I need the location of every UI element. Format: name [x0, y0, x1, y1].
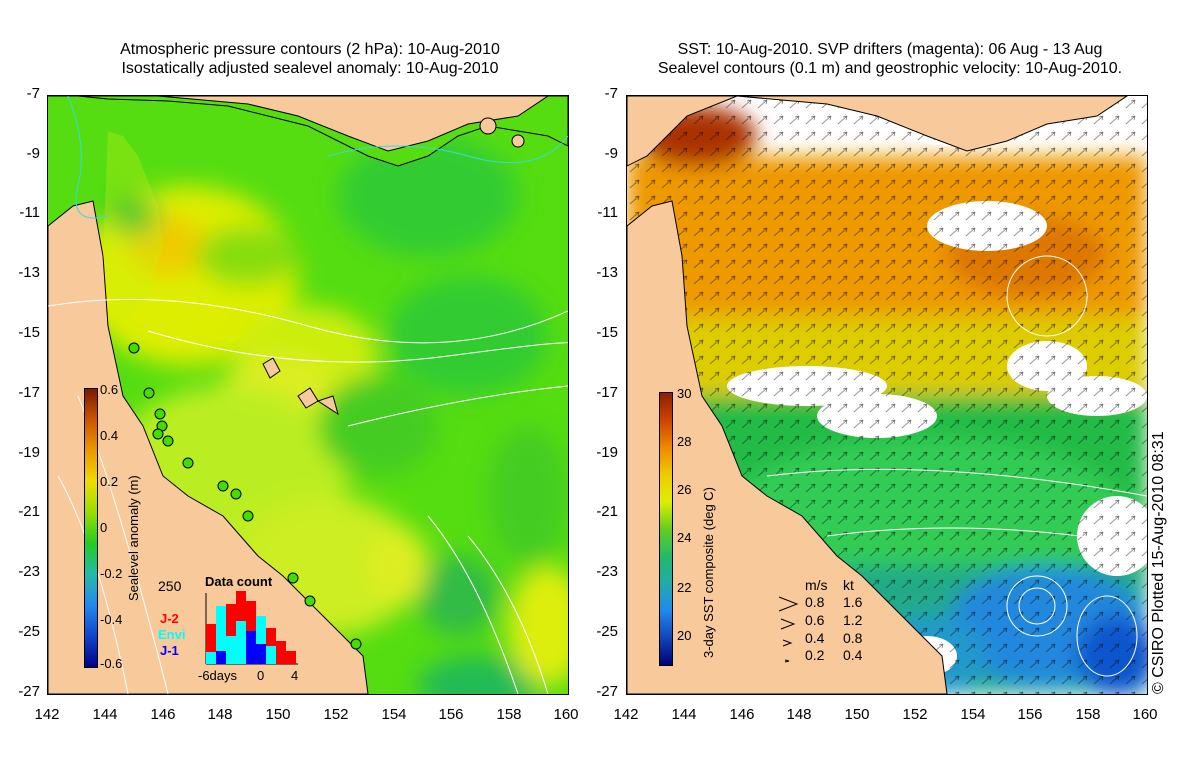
right-ylabel-10: -27: [596, 683, 618, 700]
velocity-header-ms: m/s: [805, 577, 828, 593]
left-xlabel-9: 160: [553, 706, 579, 723]
sla-tick-5: -0.4: [100, 612, 123, 627]
velocity-row-0-ms: 0.8: [805, 594, 825, 610]
right-ylabel-4: -15: [596, 324, 618, 341]
left-ylabel-8: -23: [18, 563, 40, 580]
data-count-xlabel-start: -6days: [198, 668, 238, 683]
left-ylabel-10: -27: [18, 683, 40, 700]
left-xlabel-0: 142: [34, 706, 60, 723]
right-ylabel-3: -13: [596, 264, 618, 281]
left-ylabel-7: -21: [18, 503, 40, 520]
sla-tick-1: 0.4: [100, 428, 119, 443]
right-xlabel-3: 148: [786, 706, 812, 723]
velocity-row-2-kt: 0.8: [843, 630, 863, 646]
sla-tick-2: 0.2: [100, 474, 119, 489]
right-xlabel-4: 150: [844, 706, 870, 723]
right-xlabel-2: 146: [729, 706, 755, 723]
left-xlabel-8: 158: [496, 706, 522, 723]
left-panel-title: Atmospheric pressure contours (2 hPa): 1…: [40, 40, 580, 78]
right-title-line2: Sealevel contours (0.1 m) and geostrophi…: [657, 60, 1123, 77]
left-ylabel-0: -7: [26, 85, 40, 102]
right-xlabel-1: 144: [671, 706, 697, 723]
right-xlabel-8: 158: [1075, 706, 1101, 723]
right-ylabel-8: -23: [596, 563, 618, 580]
right-ylabel-9: -25: [596, 623, 618, 640]
left-xlabel-5: 152: [323, 706, 349, 723]
left-xlabel-7: 156: [438, 706, 464, 723]
sst-tick-28: 28: [677, 434, 692, 449]
right-ylabel-2: -11: [597, 204, 618, 221]
data-count-chart: [205, 591, 298, 665]
sst-tick-30: 30: [677, 386, 692, 401]
sst-map: 30 28 26 24 22 20 3-day SST composite (d…: [626, 95, 1148, 695]
sst-colorbar-label: 3-day SST composite (deg C): [701, 487, 716, 658]
left-ylabel-3: -13: [18, 264, 40, 281]
data-count-ymax: 250: [158, 578, 182, 594]
left-ylabel-1: -9: [26, 145, 40, 162]
right-xlabel-7: 156: [1017, 706, 1043, 723]
right-ylabel-0: -7: [604, 85, 618, 102]
left-ylabel-6: -19: [18, 444, 40, 461]
velocity-legend-arrows: [778, 596, 799, 663]
sla-tick-0: 0.6: [100, 382, 119, 397]
sla-tick-6: -0.6: [100, 656, 123, 671]
right-xlabel-9: 160: [1132, 706, 1158, 723]
left-ylabel-5: -17: [18, 384, 40, 401]
velocity-row-0-kt: 1.6: [843, 594, 863, 610]
sst-tick-24: 24: [677, 530, 692, 545]
csiro-credit: © CSIRO Plotted 15-Aug-2010 08:31: [1150, 431, 1167, 694]
velocity-row-3-kt: 0.4: [843, 647, 863, 663]
right-title-line1: SST: 10-Aug-2010. SVP drifters (magenta)…: [677, 41, 1103, 58]
data-count-title: Data count: [205, 574, 273, 589]
velocity-header-kt: kt: [843, 577, 854, 593]
legend-j2: J-2: [160, 611, 179, 626]
left-title-line2: Isostatically adjusted sealevel anomaly:…: [121, 60, 499, 77]
left-title-line1: Atmospheric pressure contours (2 hPa): 1…: [120, 41, 500, 58]
right-xlabel-5: 152: [902, 706, 928, 723]
left-ylabel-2: -11: [19, 204, 40, 221]
legend-j1: J-1: [160, 643, 179, 658]
sst-tick-20: 20: [677, 628, 692, 643]
sst-colorbar: [659, 392, 673, 666]
sla-tick-3: 0: [100, 520, 108, 535]
velocity-row-1-ms: 0.6: [805, 612, 825, 628]
left-xlabel-2: 146: [150, 706, 176, 723]
left-xlabel-4: 150: [265, 706, 291, 723]
velocity-row-1-kt: 1.2: [843, 612, 863, 628]
velocity-row-3-ms: 0.2: [805, 647, 825, 663]
left-ylabel-4: -15: [18, 324, 40, 341]
right-ylabel-1: -9: [604, 145, 618, 162]
right-ylabel-6: -19: [596, 444, 618, 461]
sla-colorbar-label: Sealevel anomaly (m): [126, 475, 141, 601]
velocity-row-2-ms: 0.4: [805, 630, 825, 646]
sealevel-anomaly-map: 0.6 0.4 0.2 0 -0.2 -0.4 -0.6 Sealevel an…: [47, 95, 569, 695]
right-xlabel-0: 142: [613, 706, 639, 723]
left-xlabel-6: 154: [381, 706, 407, 723]
legend-envi: Envi: [158, 627, 186, 642]
sst-tick-22: 22: [677, 580, 692, 595]
right-ylabel-5: -17: [596, 384, 618, 401]
left-xlabel-1: 144: [92, 706, 118, 723]
data-count-xlabel-end: 4: [291, 668, 299, 683]
left-ylabel-9: -25: [18, 623, 40, 640]
data-count-xlabel-zero: 0: [257, 668, 265, 683]
sst-tick-26: 26: [677, 482, 692, 497]
sla-tick-4: -0.2: [100, 566, 123, 581]
left-xlabel-3: 148: [207, 706, 233, 723]
right-xlabel-6: 154: [960, 706, 986, 723]
right-panel-title: SST: 10-Aug-2010. SVP drifters (magenta)…: [600, 40, 1180, 78]
sla-colorbar: [84, 388, 98, 668]
right-ylabel-7: -21: [596, 503, 618, 520]
data-count-bars: [206, 591, 296, 664]
